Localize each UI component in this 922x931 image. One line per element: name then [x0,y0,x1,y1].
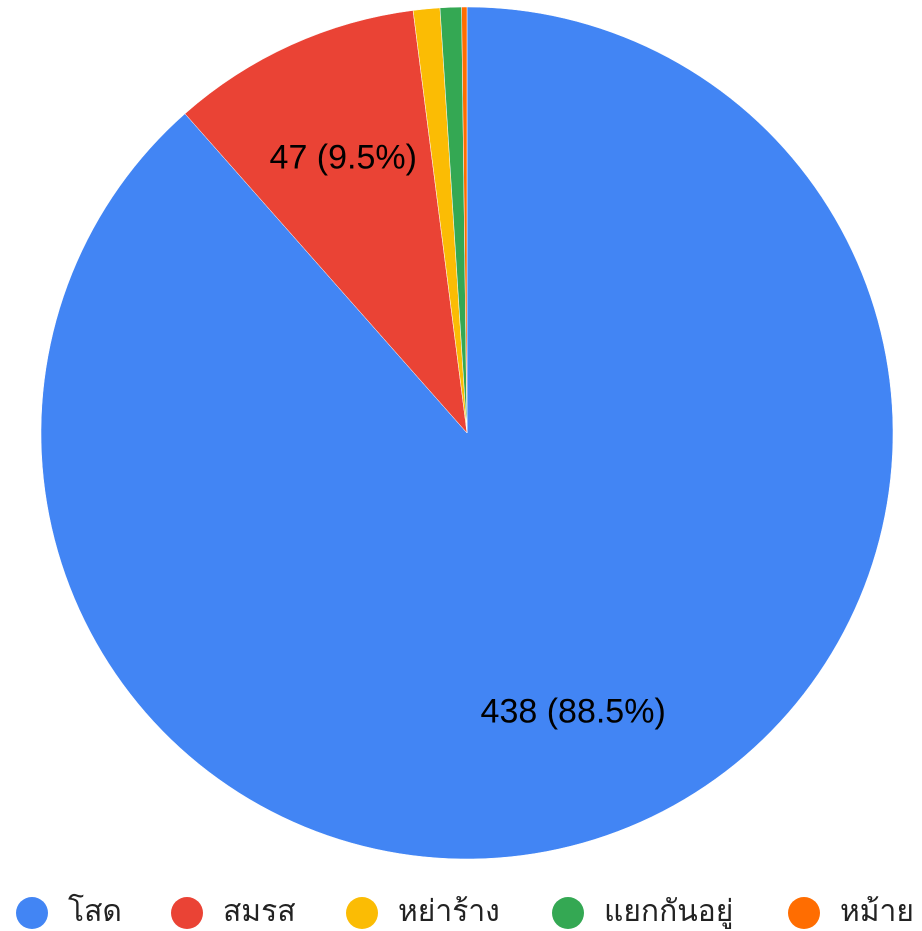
legend-swatch [16,897,48,929]
legend-label: โสด [68,893,122,928]
data-label: 47 (9.5%) [270,139,417,177]
legend-swatch [788,897,820,929]
legend-swatch [171,897,203,929]
legend-swatch [346,897,378,929]
legend-label: หย่าร้าง [398,895,500,928]
pie-slice [184,10,468,434]
legend-label: สมรส [223,895,296,928]
data-label: 438 (88.5%) [481,693,666,731]
legend-swatch [552,897,584,929]
legend-label: แยกกันอยู่ [604,895,733,929]
pie-slice [461,6,468,434]
legend-label: หม้าย [840,895,914,928]
